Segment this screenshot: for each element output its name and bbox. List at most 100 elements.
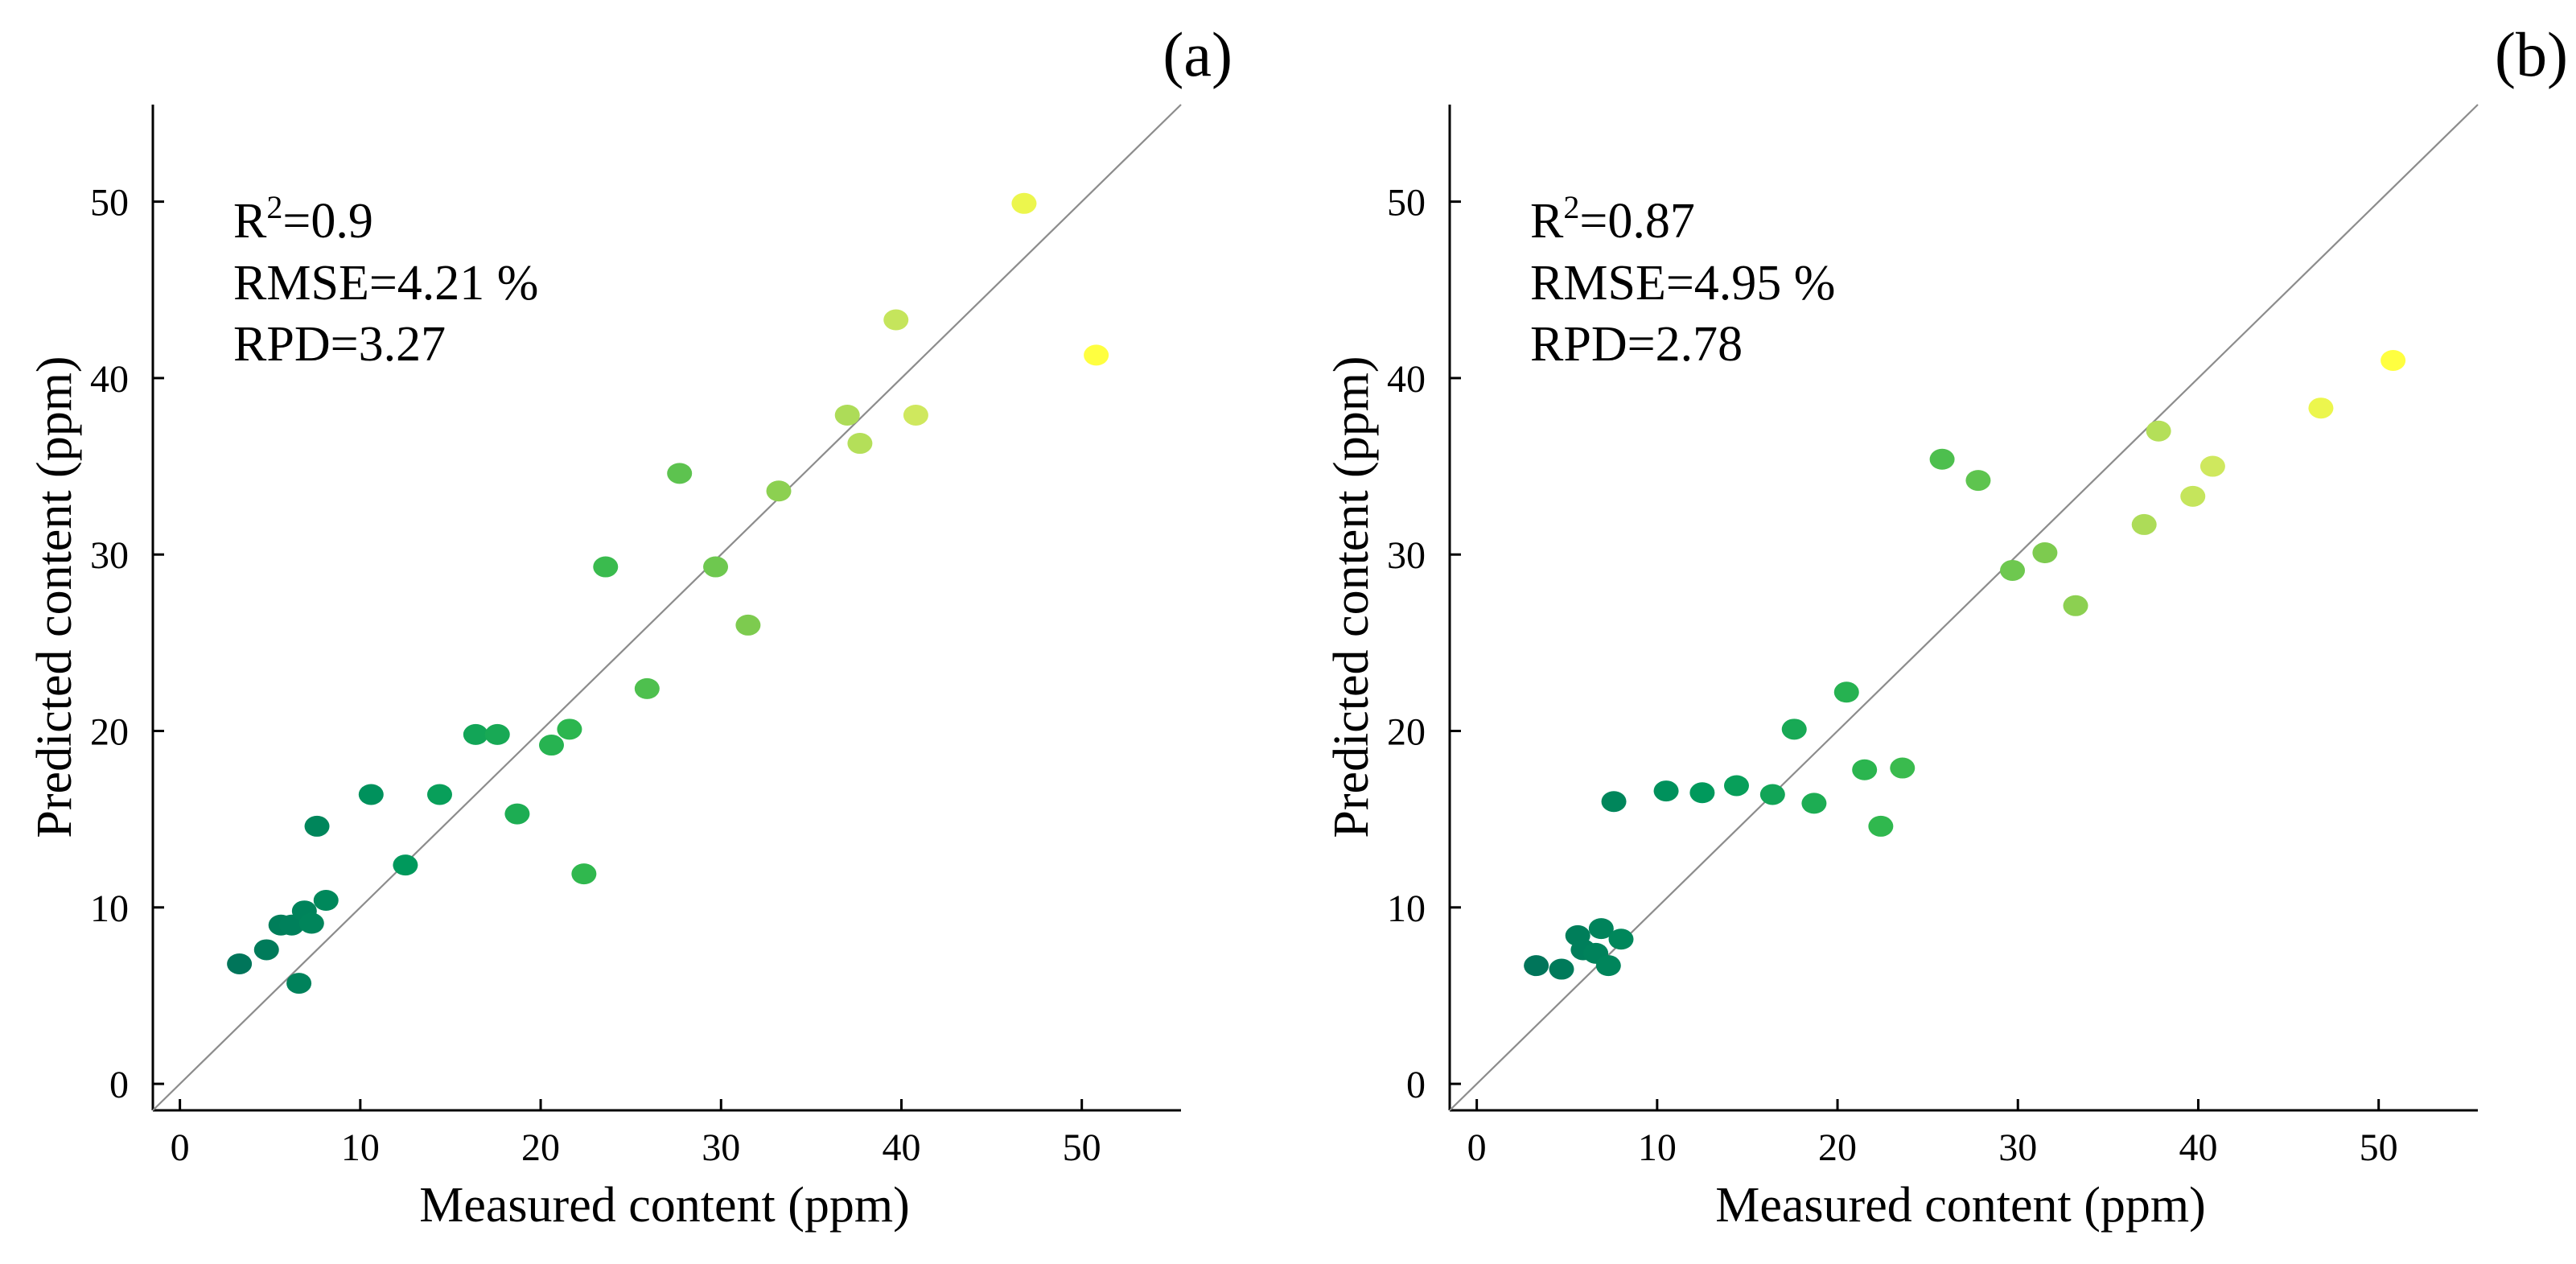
panel-a-point <box>227 953 253 974</box>
panel-a-point <box>313 890 339 912</box>
panel-b-x-tick-label: 0 <box>1467 1126 1487 1169</box>
panel-a-point <box>484 723 510 745</box>
panel-b-point <box>2381 349 2406 371</box>
panel-b-points <box>1524 349 2406 980</box>
panel-b-point <box>2063 595 2088 616</box>
panel-a-point <box>571 863 597 885</box>
panel-a-y-axis-label: Predicted content (ppm) <box>27 356 82 838</box>
panel-a-point <box>253 939 279 961</box>
panel-b-ticks: 0 10 20 30 40 50 0 10 20 30 40 50 <box>1387 182 2398 1169</box>
panel-b-y-tick-label: 30 <box>1387 534 1426 577</box>
panel-b-point <box>2131 513 2157 535</box>
panel-a-r2-label: R <box>233 194 267 249</box>
panel-b-x-tick-label: 50 <box>2360 1126 2398 1169</box>
panel-a-point <box>847 433 873 455</box>
panel-a-point <box>393 854 418 876</box>
panel-a-x-tick-label: 10 <box>341 1126 380 1169</box>
panel-b-stats: R2=0.87 RMSE=4.95 % RPD=2.78 <box>1530 189 1835 372</box>
panel-b-y-tick-label: 50 <box>1387 182 1426 224</box>
panel-b-point <box>1929 448 1955 470</box>
panel-b-point <box>2000 559 2026 581</box>
panel-b-y-tick-label: 10 <box>1387 887 1426 930</box>
panel-b-rmse: RMSE=4.95 % <box>1530 256 1835 311</box>
panel-b-point <box>1689 782 1715 804</box>
panel-b-point <box>1852 759 1878 780</box>
panel-a-ticks: 0 10 20 30 40 50 0 10 20 30 40 50 <box>90 182 1101 1169</box>
panel-a-point <box>298 912 324 934</box>
panel-b-point <box>1801 793 1827 814</box>
panel-a-point <box>735 614 761 636</box>
panel-b-point <box>1723 775 1749 797</box>
panel-b-r2: R2=0.87 <box>1530 189 1695 249</box>
panel-b-point <box>1524 955 1549 977</box>
panel-b-point <box>2032 542 2058 564</box>
panel-a-point <box>834 404 860 426</box>
panel-a-x-tick-label: 30 <box>702 1126 740 1169</box>
panel-a-point <box>883 309 909 331</box>
panel-a-stats: R2=0.9 RMSE=4.21 % RPD=3.27 <box>233 189 538 372</box>
panel-b-y-tick-label: 20 <box>1387 711 1426 754</box>
panel-a-x-tick-label: 0 <box>171 1126 190 1169</box>
panel-a-rmse: RMSE=4.21 % <box>233 256 538 311</box>
panel-b-point <box>1833 681 1859 703</box>
panel-b-point <box>2308 397 2334 419</box>
panel-a-x-tick-label: 40 <box>882 1126 920 1169</box>
panel-a-point <box>304 815 330 837</box>
panel-b-point <box>1759 784 1785 805</box>
panel-a-point <box>593 556 619 578</box>
panel-b-point <box>1588 918 1614 940</box>
panel-a-y-tick-label: 50 <box>90 182 129 224</box>
panel-a-point <box>634 677 660 699</box>
panel-a-y-tick-label: 30 <box>90 534 129 577</box>
panel-a-y-tick-label: 40 <box>90 358 129 401</box>
panel-b-y-tick-label: 0 <box>1406 1064 1426 1106</box>
panel-b-y-axis-label: Predicted content (ppm) <box>1324 356 1379 838</box>
panel-b-r2-value: =0.87 <box>1579 194 1694 249</box>
panel-b-x-tick-label: 30 <box>1998 1126 2037 1169</box>
panel-b-point <box>2199 455 2225 477</box>
panel-b-point <box>1965 470 1991 492</box>
panel-a-point <box>667 463 693 484</box>
panel-b-point <box>1868 815 1894 837</box>
panel-a-point <box>358 784 384 805</box>
panel-a-point <box>766 480 792 502</box>
panel-a-plot-area <box>151 104 1182 1112</box>
panel-a-one-to-one-line <box>152 104 1182 1111</box>
panel-b-r2-label: R <box>1530 194 1564 249</box>
panel-a-y-tick-label: 20 <box>90 711 129 754</box>
panel-b-x-tick-label: 10 <box>1638 1126 1677 1169</box>
panel-b-point <box>1608 928 1634 950</box>
panel-a-point <box>703 556 729 578</box>
panel-a-point <box>1011 192 1037 214</box>
panel-a-x-tick-label: 50 <box>1063 1126 1101 1169</box>
panel-b-x-axis-label: Measured content (ppm) <box>1715 1178 2205 1233</box>
panel-a-point <box>426 784 452 805</box>
panel-b-point <box>1653 780 1679 802</box>
panel-b-point <box>2146 420 2171 442</box>
panel-a-point <box>557 718 582 740</box>
panel-a-x-tick-label: 20 <box>521 1126 560 1169</box>
panel-a-point <box>504 803 530 825</box>
panel-a-point <box>1084 344 1109 366</box>
panel-a-point <box>903 404 928 426</box>
panel-b-y-tick-label: 40 <box>1387 358 1426 401</box>
panel-a-x-axis-label: Measured content (ppm) <box>419 1178 909 1233</box>
panel-b-point <box>1601 791 1627 813</box>
panel-a-point <box>463 723 488 745</box>
panel-a-r2: R2=0.9 <box>233 189 373 249</box>
panel-a-label: (a) <box>1162 19 1232 89</box>
panel-a-y-tick-label: 10 <box>90 887 129 930</box>
panel-a-point <box>286 973 312 994</box>
panel-b-label: (b) <box>2495 19 2568 89</box>
panel-b: (b) 0 10 20 30 40 50 0 10 20 30 40 50 Measured cont… <box>1324 19 2568 1233</box>
panel-a: (a) 0 10 20 30 40 50 0 10 20 30 40 50 Measured cont… <box>27 19 1232 1233</box>
panel-a-r2-value: =0.9 <box>282 194 372 249</box>
panel-b-point <box>1781 718 1807 740</box>
panel-b-r2-superscript: 2 <box>1563 189 1579 225</box>
panel-b-point <box>1595 955 1621 977</box>
panel-b-point <box>1549 958 1574 980</box>
panel-a-rpd: RPD=3.27 <box>233 317 446 372</box>
panel-b-x-tick-label: 40 <box>2179 1126 2217 1169</box>
